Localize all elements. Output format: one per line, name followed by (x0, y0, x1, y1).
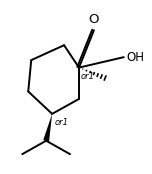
Text: or1: or1 (80, 72, 95, 81)
Text: or1: or1 (55, 118, 69, 127)
Text: O: O (89, 13, 99, 26)
Text: OH: OH (127, 51, 145, 64)
Polygon shape (43, 114, 52, 141)
